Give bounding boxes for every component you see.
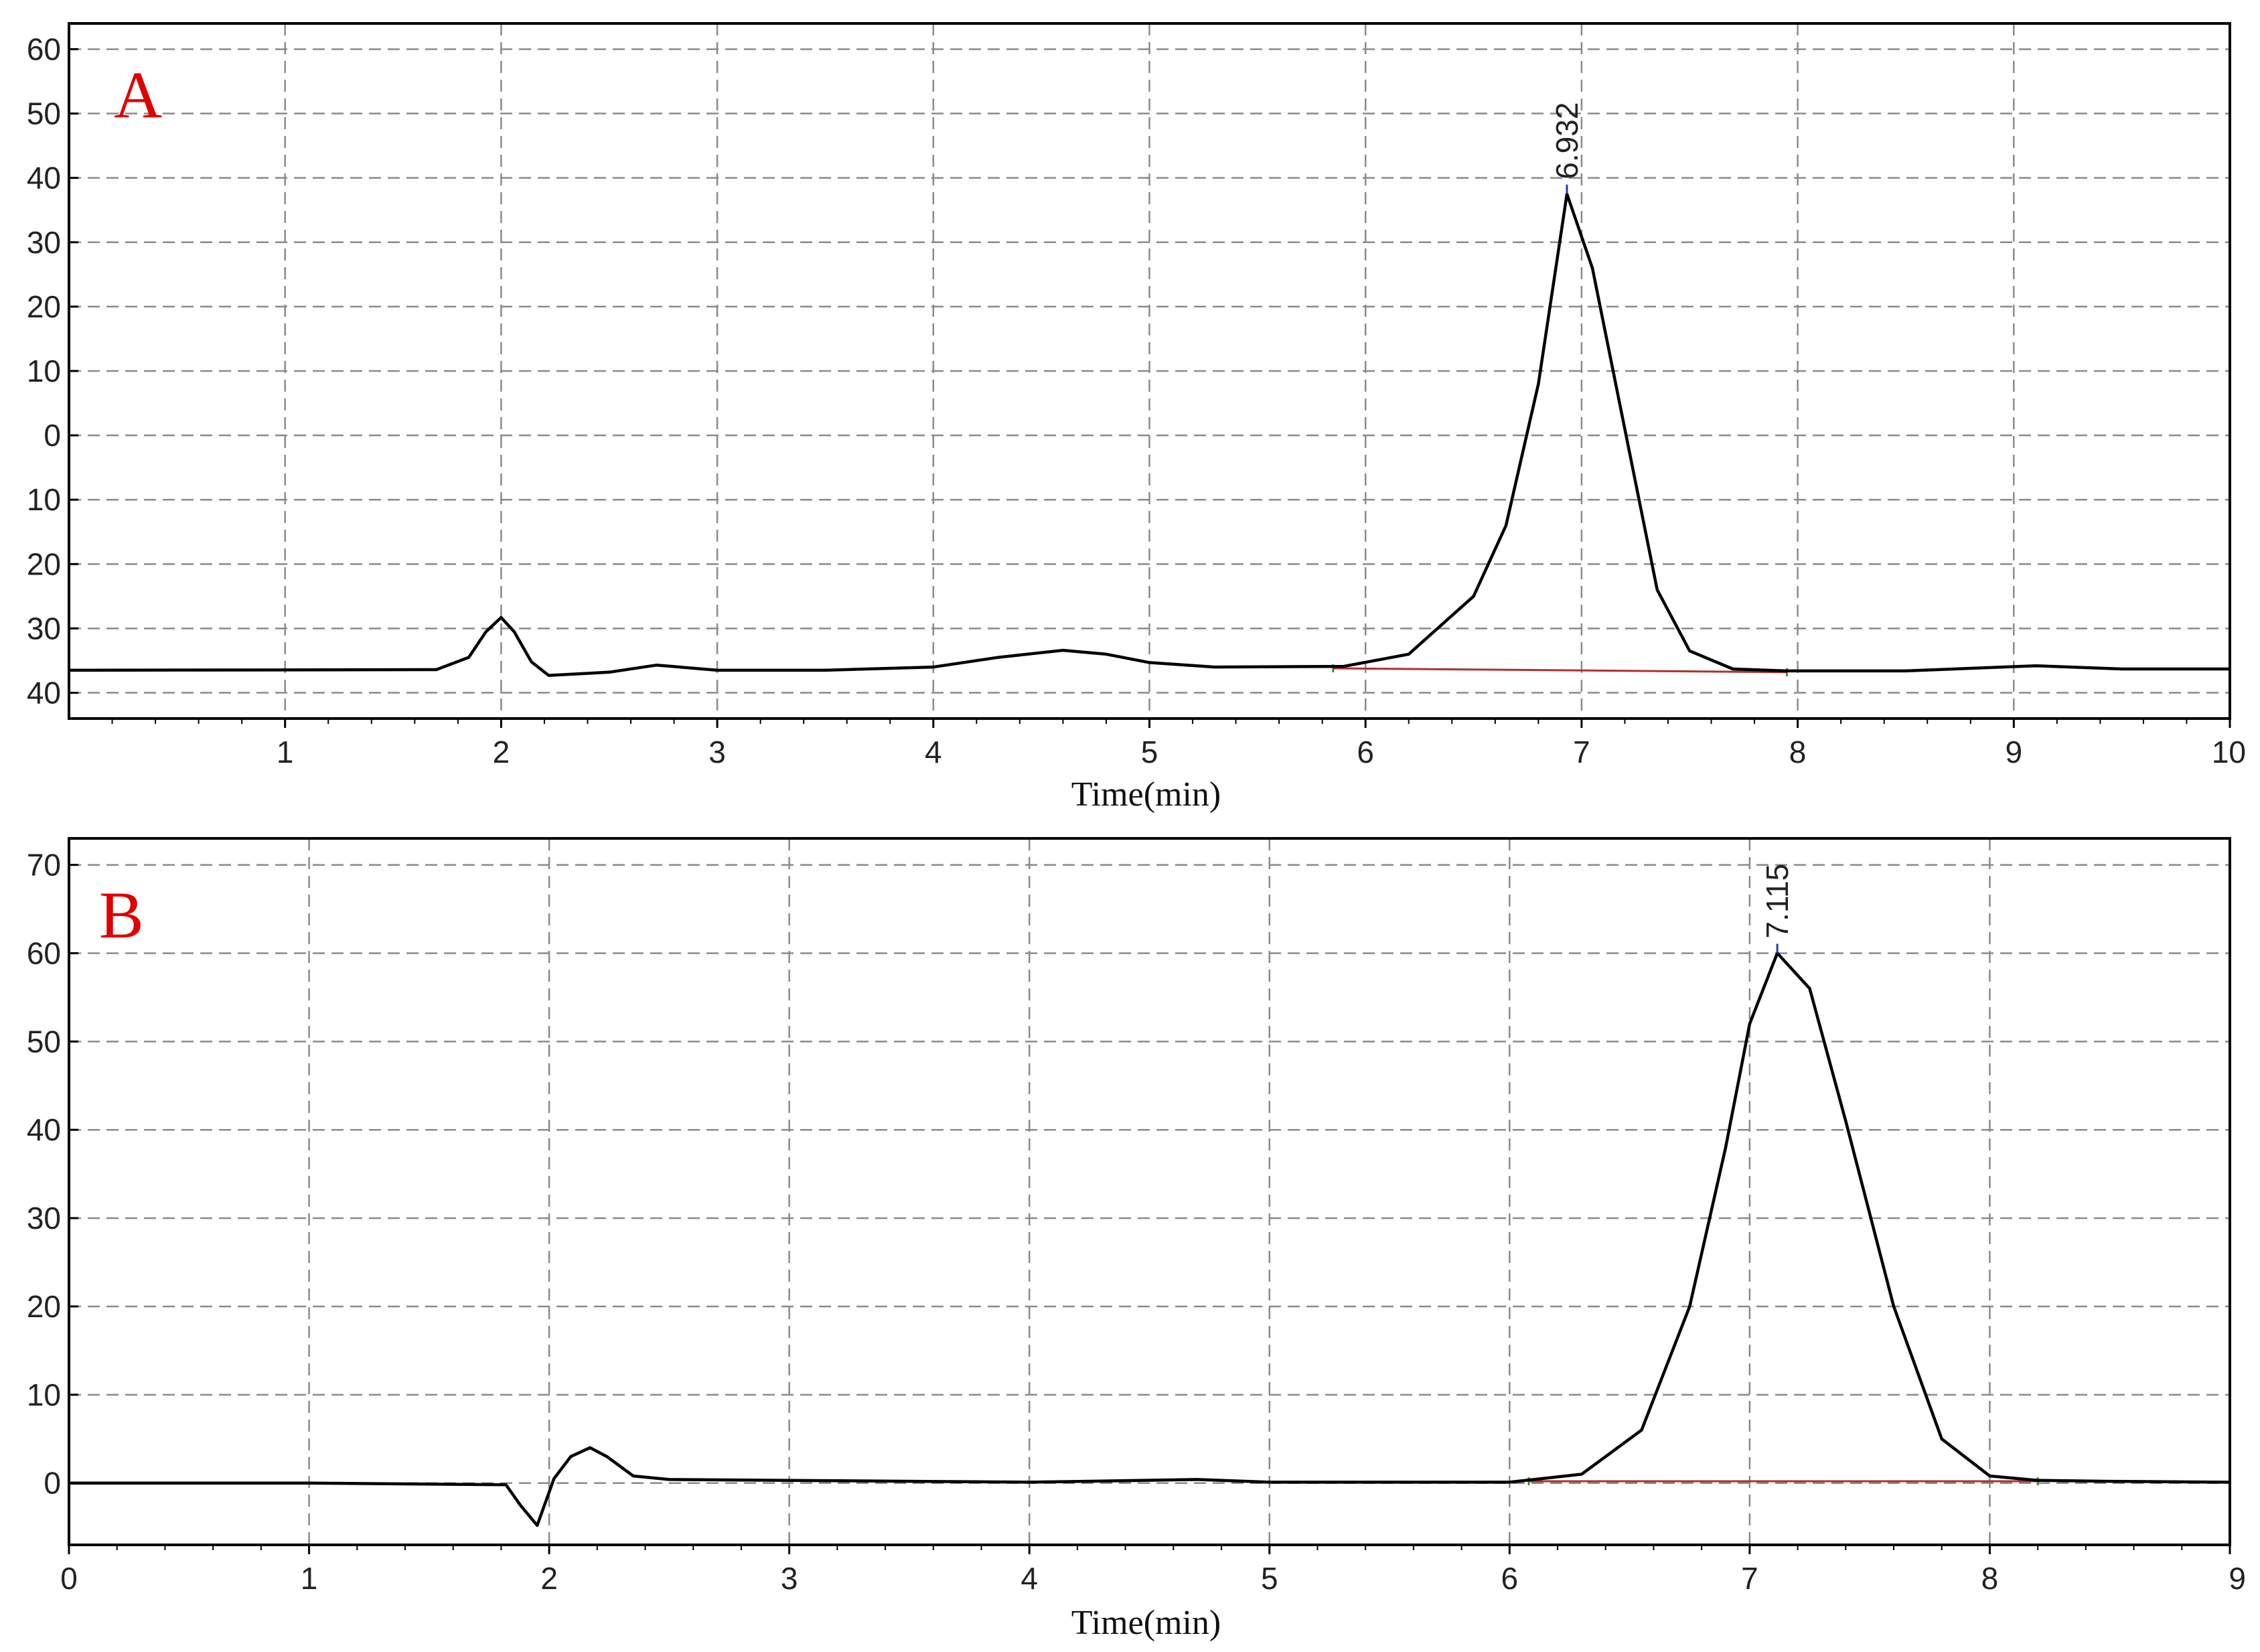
x-tick-label: 6: [1501, 1561, 1519, 1596]
x-tick-label: 1: [301, 1561, 318, 1596]
peak-retention-label: 7.115: [1760, 864, 1795, 939]
y-tick-label: 10: [27, 1377, 61, 1412]
ticks-a: 60 50 40 30 20 10 0 10 20 30 40 1 2 3 4 5 6 7 8 9 10: [27, 31, 2246, 769]
panel-label-a: A: [114, 58, 162, 132]
panel-label-b: B: [99, 878, 144, 952]
x-tick-label: 2: [540, 1561, 558, 1596]
peak-annotation-b: 7.115: [1760, 864, 1795, 954]
trace-a: [68, 192, 2230, 677]
x-tick-label: 7: [1741, 1561, 1758, 1596]
x-tick-label: 4: [1021, 1561, 1038, 1596]
x-axis-label-b: Time(min): [1071, 1604, 1221, 1642]
y-tick-label: 20: [27, 289, 61, 324]
y-tick-label: 60: [27, 935, 61, 970]
y-tick-label: 50: [27, 96, 61, 131]
peak-annotation-a: 6.932: [1550, 102, 1584, 194]
x-tick-label: 5: [1141, 735, 1158, 769]
x-axis-label-a: Time(min): [1071, 775, 1221, 814]
x-tick-label: 3: [708, 735, 726, 769]
x-tick-label: 8: [1981, 1561, 1999, 1596]
y-tick-label: 30: [27, 1201, 61, 1235]
y-tick-label: 0: [44, 418, 61, 453]
x-tick-label: 9: [2006, 735, 2023, 769]
y-tick-label: 0: [44, 1466, 61, 1501]
plot-frame-a: [68, 22, 2231, 720]
y-tick-label: 30: [27, 225, 61, 260]
integration-baseline-a: [1333, 667, 1787, 674]
trace-b: [69, 952, 2231, 1527]
plot-frame-b: [68, 837, 2231, 1546]
y-tick-label: 40: [27, 1112, 61, 1147]
grid-a: [69, 23, 2230, 719]
y-tick-label: 20: [27, 1289, 61, 1324]
y-tick-label: 70: [27, 848, 61, 883]
x-tick-label: 3: [781, 1561, 798, 1596]
chromatogram-panel-a: 60 50 40 30 20 10 0 10 20 30 40 1 2 3 4 5 6 7 8 9 10 6.932 A…: [27, 22, 2246, 814]
y-tick-label: 10: [27, 354, 61, 388]
x-tick-label: 1: [277, 735, 294, 769]
ticks-b: 70 60 50 40 30 20 10 0 0 1 2 3 4 5 6 7 8 9: [27, 848, 2246, 1596]
peak-retention-label: 6.932: [1550, 102, 1584, 179]
y-tick-label: 10: [27, 482, 61, 517]
y-tick-label: 40: [27, 676, 61, 710]
x-tick-label: 9: [2229, 1561, 2246, 1596]
grid-b: [69, 838, 2230, 1545]
chromatogram-panel-b: 70 60 50 40 30 20 10 0 0 1 2 3 4 5 6 7 8 9 7.115 B Time(m…: [27, 837, 2246, 1642]
x-tick-label: 8: [1789, 735, 1807, 769]
y-tick-label: 30: [27, 611, 61, 646]
y-tick-label: 60: [27, 31, 61, 66]
x-tick-label: 0: [60, 1561, 78, 1596]
x-tick-label: 5: [1261, 1561, 1278, 1596]
x-tick-label: 2: [493, 735, 510, 769]
x-tick-label: 10: [2212, 735, 2246, 769]
x-tick-label: 7: [1573, 735, 1590, 769]
x-tick-label: 6: [1357, 735, 1374, 769]
y-tick-label: 40: [27, 161, 61, 196]
x-tick-label: 4: [925, 735, 942, 769]
y-tick-label: 20: [27, 546, 61, 581]
y-tick-label: 50: [27, 1024, 61, 1059]
